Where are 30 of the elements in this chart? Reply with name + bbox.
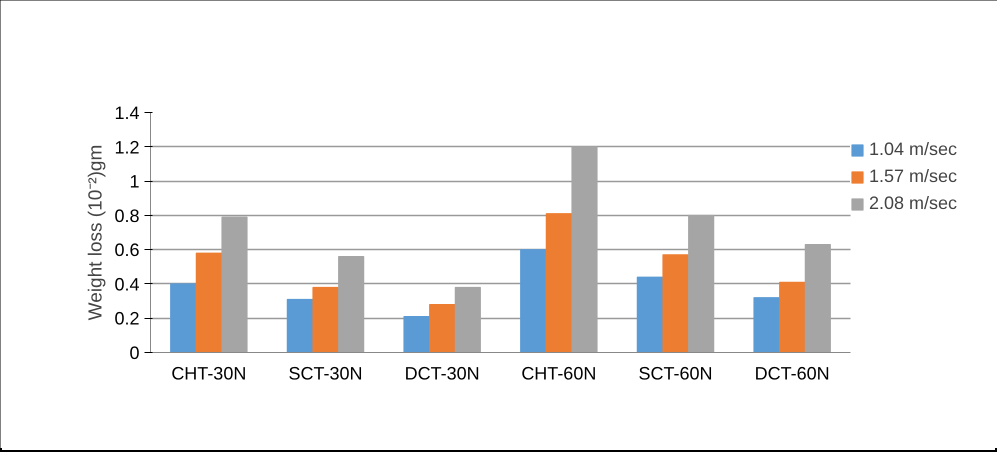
y-tick-label: 0.4 [114, 274, 140, 294]
legend-label: 1.57 m/sec [869, 166, 958, 187]
x-tick-label: CHT-60N [521, 364, 596, 384]
y-tick-label: 1.2 [114, 137, 140, 158]
y-tick-label: 0.8 [114, 206, 140, 226]
legend-label: 1.04 m/sec [869, 139, 958, 160]
y-tick-label: 0 [129, 343, 140, 363]
bar [779, 282, 806, 352]
y-tick-label: 1 [129, 172, 140, 192]
legend-label: 2.08 m/sec [869, 193, 958, 214]
bar [520, 249, 546, 352]
y-tick-label: 0.6 [114, 240, 140, 260]
bar [170, 283, 196, 352]
bar [312, 286, 339, 352]
x-tick-label: DCT-30N [404, 364, 480, 384]
x-tick-label: SCT-60N [638, 364, 713, 384]
x-tick-label: SCT-30N [288, 364, 363, 384]
bar [662, 254, 689, 352]
bar [286, 298, 313, 352]
bar [753, 297, 780, 352]
y-tick-label: 1.4 [114, 103, 140, 123]
y-axis-title: Weight loss (10⁻²)gm [85, 144, 106, 320]
bar [403, 316, 430, 352]
x-tick-label: DCT-60N [754, 364, 830, 384]
bar [196, 252, 222, 352]
bar [546, 213, 572, 352]
y-tick-label: 0.2 [114, 308, 140, 329]
bar [636, 276, 663, 352]
bar [429, 304, 456, 352]
x-tick-label: CHT-30N [171, 364, 246, 384]
